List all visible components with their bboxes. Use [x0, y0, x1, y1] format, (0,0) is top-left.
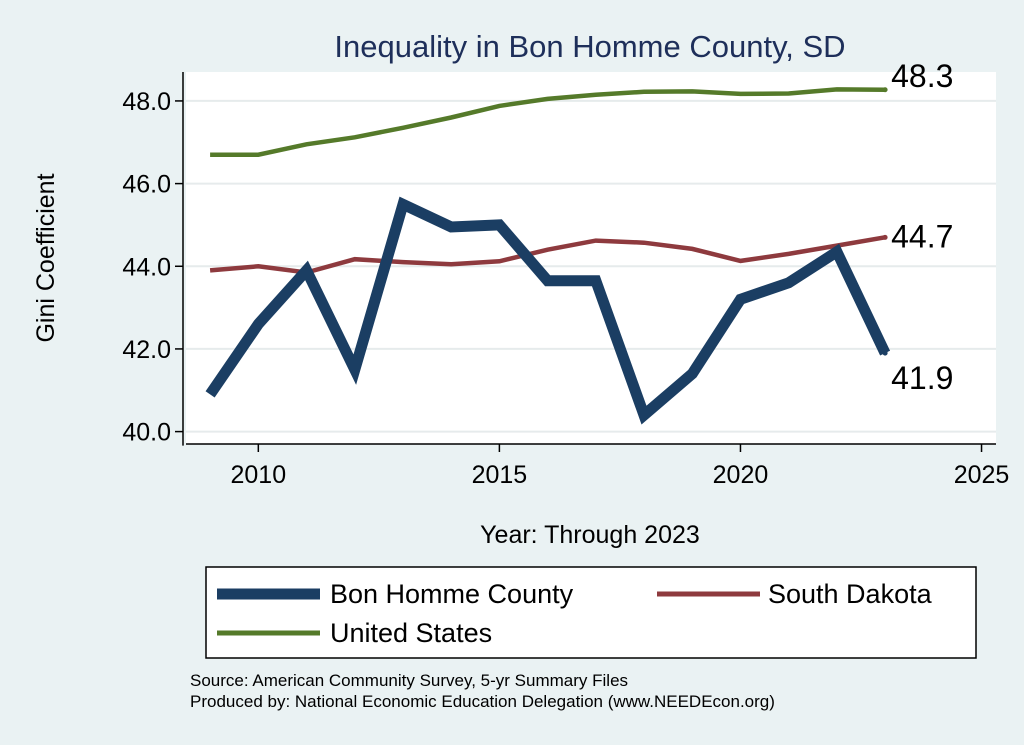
y-tick-label: 48.0 [122, 88, 171, 116]
legend-label-bon-homme: Bon Homme County [330, 579, 574, 609]
end-labels: 41.9 44.7 48.3 [891, 58, 953, 396]
end-label-south-dakota: 44.7 [891, 218, 953, 254]
chart-title: Inequality in Bon Homme County, SD [334, 29, 845, 64]
y-tick-label: 44.0 [122, 253, 171, 281]
legend-label-south-dakota: South Dakota [768, 579, 933, 609]
x-tick-label: 2015 [472, 461, 528, 489]
y-tick-label: 42.0 [122, 336, 171, 364]
source-line: Source: American Community Survey, 5-yr … [190, 671, 628, 690]
axes: 40.0 42.0 44.0 46.0 48.0 2010 2015 2020 2025 [122, 72, 1009, 489]
end-label-bon-homme-county: 41.9 [891, 360, 953, 396]
series-line-bon-homme-county [205, 196, 891, 425]
x-tick-label: 2020 [713, 461, 769, 489]
x-tick-label: 2025 [954, 461, 1010, 489]
end-marker-bon-homme-county [882, 350, 888, 356]
series-line-south-dakota [209, 235, 886, 275]
series-line-united-states [210, 87, 886, 157]
plot-area [186, 72, 996, 444]
x-tick-label: 2010 [231, 461, 287, 489]
producer-line: Produced by: National Economic Education… [190, 692, 775, 711]
y-axis-title: Gini Coefficient [32, 173, 60, 342]
y-tick-label: 40.0 [122, 419, 171, 447]
end-marker-south-dakota [882, 234, 888, 240]
legend: Bon Homme County South Dakota United Sta… [205, 566, 977, 659]
legend-label-united-states: United States [330, 618, 492, 648]
legend-box [205, 566, 977, 659]
end-marker-united-states [882, 87, 888, 93]
series-lines [205, 87, 891, 425]
end-label-united-states: 48.3 [891, 58, 953, 94]
y-tick-label: 46.0 [122, 171, 171, 199]
x-axis-title: Year: Through 2023 [480, 521, 700, 549]
